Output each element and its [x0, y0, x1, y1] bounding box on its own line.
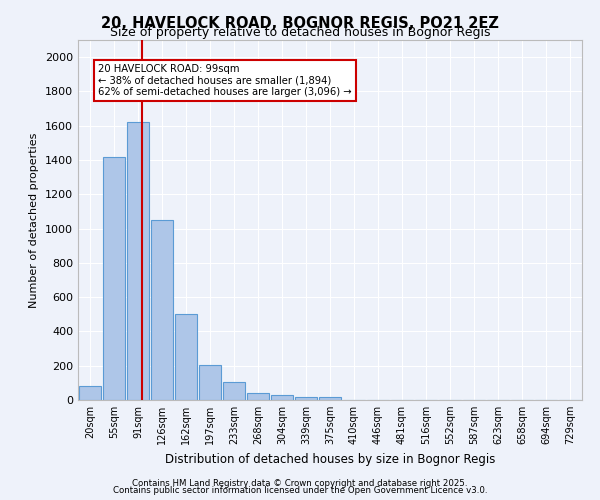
Text: 20 HAVELOCK ROAD: 99sqm
← 38% of detached houses are smaller (1,894)
62% of semi: 20 HAVELOCK ROAD: 99sqm ← 38% of detache…	[98, 64, 352, 97]
Bar	[247, 393, 269, 400]
Y-axis label: Number of detached properties: Number of detached properties	[29, 132, 40, 308]
X-axis label: Distribution of detached houses by size in Bognor Regis: Distribution of detached houses by size …	[165, 452, 495, 466]
Text: Contains HM Land Registry data © Crown copyright and database right 2025.: Contains HM Land Registry data © Crown c…	[132, 478, 468, 488]
Bar	[199, 365, 221, 400]
Bar	[175, 314, 197, 400]
Bar	[295, 396, 317, 400]
Text: 20, HAVELOCK ROAD, BOGNOR REGIS, PO21 2EZ: 20, HAVELOCK ROAD, BOGNOR REGIS, PO21 2E…	[101, 16, 499, 31]
Bar	[271, 395, 293, 400]
Text: Size of property relative to detached houses in Bognor Regis: Size of property relative to detached ho…	[110, 26, 490, 39]
Bar	[151, 220, 173, 400]
Text: Contains public sector information licensed under the Open Government Licence v3: Contains public sector information licen…	[113, 486, 487, 495]
Bar	[79, 386, 101, 400]
Bar	[103, 156, 125, 400]
Bar	[319, 397, 341, 400]
Bar	[223, 382, 245, 400]
Bar	[127, 122, 149, 400]
